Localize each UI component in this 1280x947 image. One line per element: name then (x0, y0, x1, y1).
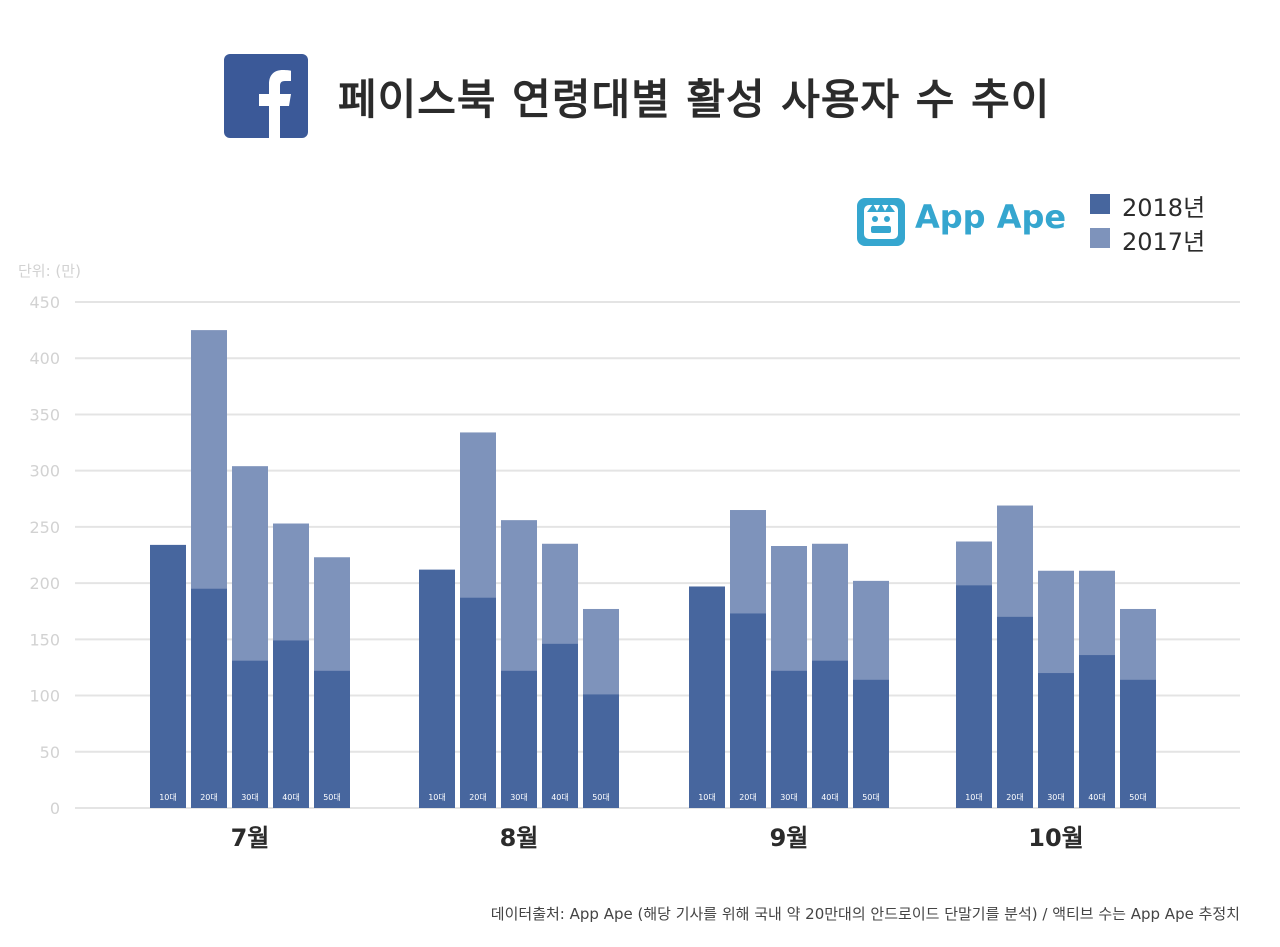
age-label: 10대 (159, 793, 177, 802)
y-tick-label: 150 (29, 630, 60, 649)
y-tick-label: 350 (29, 405, 60, 424)
y-tick-label: 300 (29, 462, 60, 481)
bar-2018 (1038, 673, 1074, 808)
facebook-f-icon (259, 70, 291, 138)
bar-2018 (232, 660, 268, 808)
bar-2018 (542, 643, 578, 808)
y-tick-label: 0 (50, 799, 60, 818)
bar-2018 (689, 586, 725, 808)
legend-swatch-2017 (1090, 228, 1110, 248)
header: 페이스북 연령대별 활성 사용자 수 추이 (0, 0, 1280, 150)
bar-2018 (956, 585, 992, 808)
legend-label-2018: 2018년 (1122, 194, 1206, 222)
bar-2018 (314, 670, 350, 808)
bar-2018 (997, 616, 1033, 808)
brand-name: App Ape (915, 198, 1067, 236)
bar-2018 (1120, 679, 1156, 808)
bar-2018 (812, 660, 848, 808)
y-unit-label: 단위: (만) (18, 262, 81, 280)
bar-2018 (1079, 655, 1115, 808)
bar-2018 (460, 597, 496, 808)
x-group-label: 10월 (1028, 824, 1083, 852)
bar-chart: 단위: (만) 0 50 100 150 200 250 300 350 400 450 10대 20대… (18, 262, 1240, 852)
bar-2018 (419, 569, 455, 808)
y-tick-label: 50 (40, 743, 60, 762)
age-label: 30대 (241, 793, 259, 802)
age-label: 40대 (821, 793, 839, 802)
age-label: 10대 (428, 793, 446, 802)
y-tick-label: 250 (29, 518, 60, 537)
age-label: 50대 (1129, 793, 1147, 802)
bar-2018 (273, 640, 309, 808)
age-label: 40대 (1088, 793, 1106, 802)
bar-2018 (771, 670, 807, 808)
age-label: 10대 (698, 793, 716, 802)
bar-2018 (583, 694, 619, 808)
y-tick-label: 100 (29, 687, 60, 706)
bar-2018 (150, 544, 186, 808)
y-tick-label: 400 (29, 349, 60, 368)
bar-2018 (501, 670, 537, 808)
age-label: 20대 (1006, 793, 1024, 802)
age-label: 20대 (739, 793, 757, 802)
bar-2018 (730, 613, 766, 808)
legend-swatch-2018 (1090, 194, 1110, 214)
age-label: 30대 (780, 793, 798, 802)
age-label: 10대 (965, 793, 983, 802)
facebook-logo (224, 54, 308, 138)
x-group-label: 8월 (500, 824, 539, 852)
age-label: 20대 (469, 793, 487, 802)
age-label: 40대 (282, 793, 300, 802)
age-label: 50대 (592, 793, 610, 802)
x-group-label: 7월 (231, 824, 270, 852)
y-tick-label: 450 (29, 293, 60, 312)
y-tick-label: 200 (29, 574, 60, 593)
age-label: 30대 (1047, 793, 1065, 802)
age-label: 50대 (862, 793, 880, 802)
bar-2018 (191, 588, 227, 808)
app-ape-monkey-icon (857, 198, 905, 246)
bar-2018 (853, 679, 889, 808)
age-label: 40대 (551, 793, 569, 802)
chart-title: 페이스북 연령대별 활성 사용자 수 추이 (338, 75, 1051, 124)
x-group-label: 9월 (770, 824, 809, 852)
age-label: 50대 (323, 793, 341, 802)
age-label: 20대 (200, 793, 218, 802)
age-label: 30대 (510, 793, 528, 802)
legend-label-2017: 2017년 (1122, 228, 1206, 256)
source-note: 데이터출처: App Ape (해당 기사를 위해 국내 약 20만대의 안드로… (490, 905, 1240, 923)
